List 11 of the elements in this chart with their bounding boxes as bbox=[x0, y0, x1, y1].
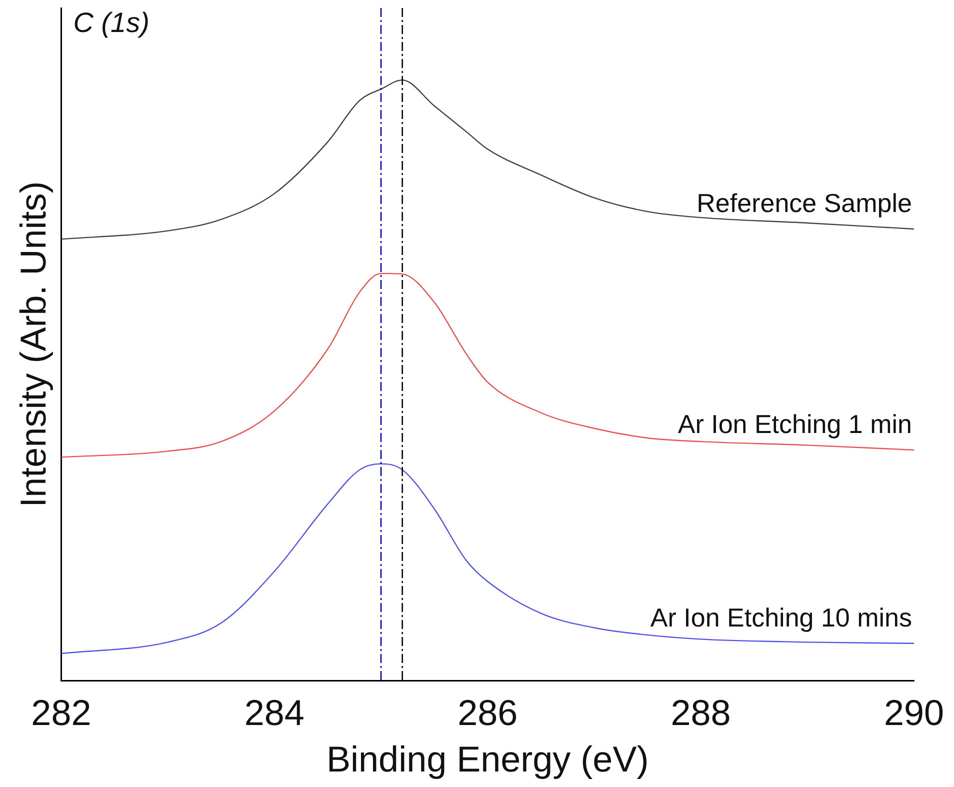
x-tick-label: 284 bbox=[244, 692, 304, 734]
series-label: Ar Ion Etching 10 mins bbox=[650, 602, 912, 633]
x-tick-label: 288 bbox=[670, 692, 731, 734]
x-axis-title: Binding Energy (eV) bbox=[326, 738, 649, 780]
text: C (1s) bbox=[73, 6, 150, 38]
series-label: Ar Ion Etching 1 min bbox=[678, 409, 912, 440]
x-tick-label: 282 bbox=[31, 692, 92, 734]
y-axis-title: Intensity (Arb. Units) bbox=[12, 181, 54, 508]
x-tick-label: 286 bbox=[458, 692, 518, 734]
series-label: Reference Sample bbox=[696, 188, 912, 218]
x-tick-label: 290 bbox=[884, 692, 944, 734]
